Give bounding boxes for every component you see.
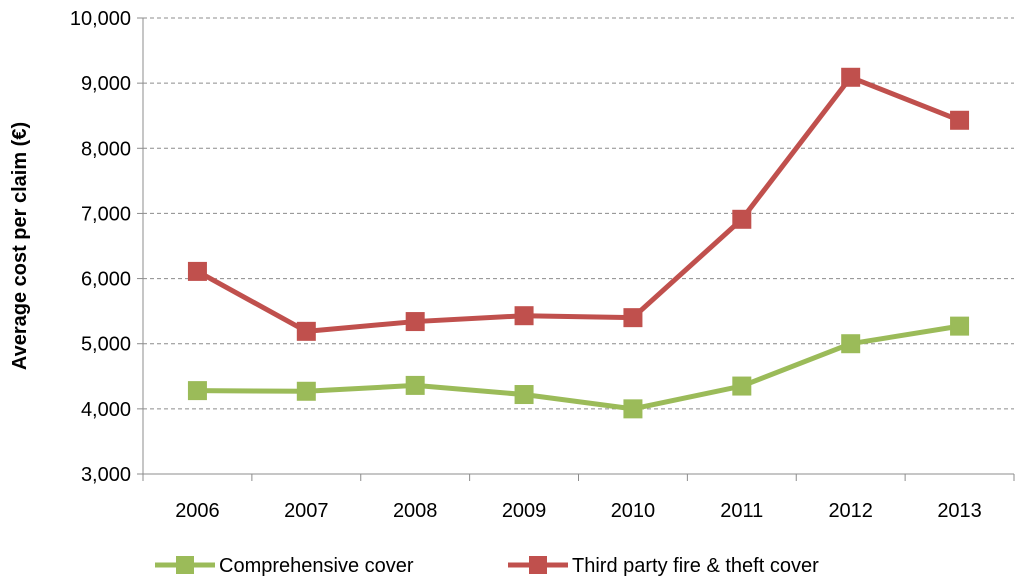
x-tick-label: 2007 <box>284 500 329 522</box>
series-1 <box>187 316 970 419</box>
legend-swatch-marker <box>176 556 194 574</box>
y-tick-label: 9,000 <box>81 73 131 95</box>
x-tick-label: 2011 <box>720 500 763 522</box>
legend-label: Comprehensive cover <box>219 555 414 577</box>
data-point <box>623 399 643 419</box>
x-tick-label: 2009 <box>502 500 547 522</box>
series-line <box>197 323 960 412</box>
data-point <box>950 110 970 130</box>
legend-swatch-marker <box>529 556 547 574</box>
y-tick-labels: 3,000 4,000 5,000 6,000 7,000 8,000 9,000 10,00… <box>70 8 131 486</box>
legend: Comprehensive cover Third party fire & th… <box>155 555 819 577</box>
x-tick-label: 2012 <box>828 500 873 522</box>
legend-item: Comprehensive cover <box>155 555 414 577</box>
series <box>187 67 970 419</box>
axes <box>137 17 1015 481</box>
gridlines <box>143 17 1014 410</box>
data-point <box>514 306 534 326</box>
y-tick-label: 5,000 <box>81 334 131 356</box>
x-tick-label: 2010 <box>611 500 656 522</box>
y-axis-title: Average cost per claim (€) <box>9 122 31 370</box>
data-point <box>405 312 425 332</box>
data-point <box>296 321 316 341</box>
data-point <box>405 375 425 395</box>
y-tick-label: 6,000 <box>81 269 131 291</box>
legend-item: Third party fire & theft cover <box>508 555 819 577</box>
x-tick-label: 2008 <box>393 500 438 522</box>
data-point <box>514 385 534 405</box>
series-line <box>196 74 961 334</box>
data-point <box>187 381 207 401</box>
data-point <box>841 67 861 87</box>
series-2 <box>187 67 970 341</box>
y-tick-label: 7,000 <box>81 203 131 225</box>
data-point <box>296 381 316 401</box>
data-point <box>623 308 643 328</box>
data-point <box>732 376 752 396</box>
data-point <box>187 261 207 281</box>
y-tick-label: 3,000 <box>81 464 131 486</box>
x-tick-label: 2006 <box>175 500 220 522</box>
data-point <box>841 334 861 354</box>
legend-label: Third party fire & theft cover <box>572 555 819 577</box>
y-tick-label: 4,000 <box>81 399 131 421</box>
data-point <box>732 209 752 229</box>
x-tick-labels: 2006 2007 2008 2009 2010 2011 2012 2013 <box>175 500 982 522</box>
x-tick-label: 2013 <box>937 500 982 522</box>
y-tick-label: 8,000 <box>81 138 131 160</box>
data-point <box>950 316 970 336</box>
y-tick-label: 10,000 <box>70 8 131 30</box>
